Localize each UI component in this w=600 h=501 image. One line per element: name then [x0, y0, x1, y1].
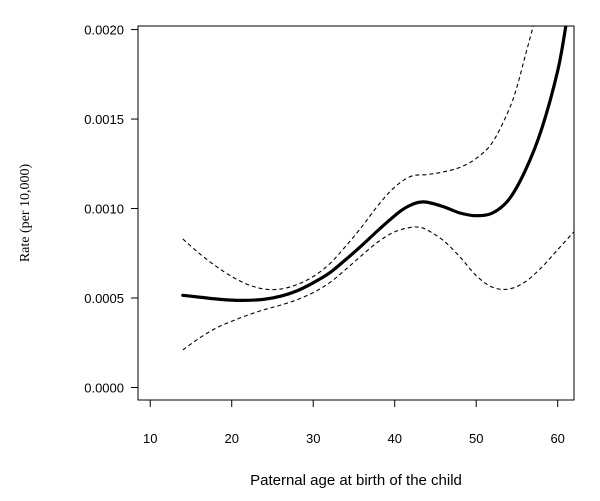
- y-tick-label: 0.0020: [84, 23, 124, 38]
- y-tick-label: 0.0005: [84, 291, 124, 306]
- x-tick-label: 60: [550, 431, 564, 446]
- x-tick-label: 40: [387, 431, 401, 446]
- x-tick-label: 50: [469, 431, 483, 446]
- x-tick-label: 10: [143, 431, 157, 446]
- y-tick-label: 0.0015: [84, 112, 124, 127]
- x-axis-label: Paternal age at birth of the child: [250, 472, 462, 489]
- y-tick-label: 0.0000: [84, 380, 124, 395]
- y-tick-label: 0.0010: [84, 202, 124, 217]
- x-tick-label: 30: [306, 431, 320, 446]
- y-axis-label: Rate (per 10,000): [18, 163, 33, 262]
- series-line-upper-ci: [182, 26, 534, 291]
- y-axis: 0.0000 0.0005 0.0010 0.0015 0.0020: [84, 23, 138, 395]
- x-tick-label: 20: [224, 431, 238, 446]
- series-line-estimate: [181, 26, 568, 303]
- plot-frame: [137, 25, 575, 401]
- series-line-lower-ci: [182, 226, 574, 351]
- series-layer: [181, 26, 574, 351]
- x-axis: 10 20 30 40 50 60: [143, 400, 565, 446]
